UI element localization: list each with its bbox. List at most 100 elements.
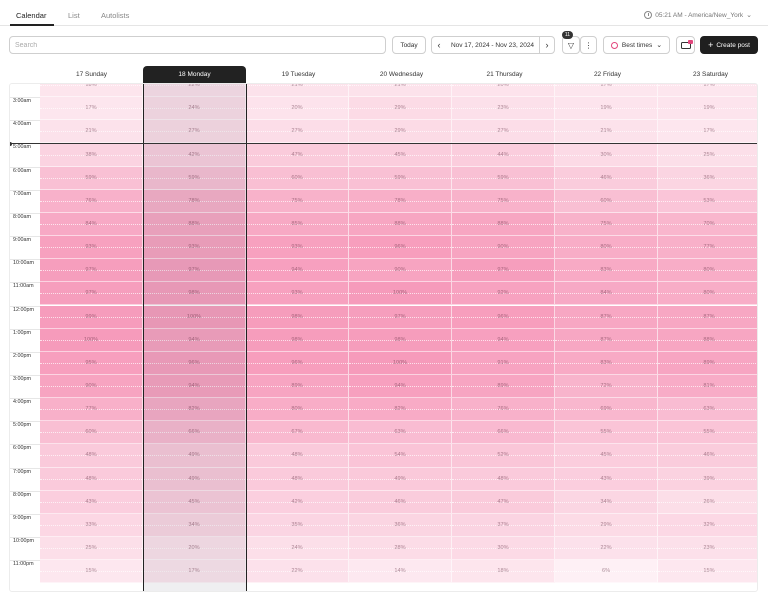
heatmap-cell[interactable]: 96% — [349, 236, 452, 260]
heatmap-cell[interactable]: 76% — [40, 189, 143, 213]
heatmap-cell[interactable]: 97% — [143, 259, 246, 283]
heatmap-cell[interactable]: 25% — [40, 537, 143, 561]
next-week-button[interactable]: › — [539, 36, 555, 54]
heatmap-cell[interactable]: 66% — [452, 421, 555, 445]
heatmap-cell[interactable]: 82% — [349, 398, 452, 422]
heatmap-cell[interactable]: 48% — [452, 467, 555, 491]
heatmap-cell[interactable]: 32% — [658, 513, 757, 537]
heatmap-cell[interactable]: 81% — [658, 374, 757, 399]
heatmap-cell[interactable]: 98% — [246, 328, 349, 352]
heatmap-cell[interactable]: 97% — [40, 282, 143, 306]
heatmap-cell[interactable]: 100% — [349, 351, 452, 375]
heatmap-cell[interactable]: 66% — [143, 421, 246, 445]
heatmap-cell[interactable]: 21% — [40, 120, 143, 144]
heatmap-cell[interactable]: 60% — [555, 189, 658, 213]
heatmap-cell[interactable]: 93% — [246, 282, 349, 306]
heatmap-cell[interactable]: 45% — [349, 143, 452, 167]
heatmap-cell[interactable]: 80% — [246, 398, 349, 422]
heatmap-cell[interactable]: 30% — [555, 143, 658, 167]
heatmap-cell[interactable]: 26% — [658, 490, 757, 514]
heatmap-cell[interactable]: 23% — [658, 537, 757, 561]
heatmap-cell[interactable]: 99% — [40, 305, 143, 329]
heatmap-cell[interactable]: 49% — [143, 444, 246, 468]
heatmap-cell[interactable]: 88% — [143, 212, 246, 237]
heatmap-cell[interactable]: 89% — [658, 351, 757, 375]
heatmap-cell[interactable]: 48% — [246, 467, 349, 491]
heatmap-cell[interactable]: 47% — [246, 143, 349, 167]
heatmap-cell[interactable]: 75% — [452, 189, 555, 213]
heatmap-cell[interactable]: 72% — [555, 374, 658, 399]
heatmap-cell[interactable]: 59% — [349, 166, 452, 190]
heatmap-cell[interactable]: 80% — [658, 282, 757, 306]
heatmap-cell[interactable]: 60% — [246, 166, 349, 190]
heatmap-cell[interactable]: 46% — [658, 444, 757, 468]
heatmap-cell[interactable]: 95% — [40, 351, 143, 375]
heatmap-cell[interactable]: 88% — [349, 212, 452, 237]
heatmap-cell[interactable]: 80% — [658, 259, 757, 283]
heatmap-cell[interactable]: 44% — [452, 143, 555, 167]
heatmap-cell[interactable]: 70% — [658, 212, 757, 237]
create-post-button[interactable]: + Create post — [700, 36, 758, 54]
heatmap-cell[interactable]: 17% — [658, 84, 757, 98]
heatmap-cell[interactable]: 100% — [40, 328, 143, 352]
heatmap-cell[interactable]: 17% — [143, 560, 246, 584]
heatmap-cell[interactable]: 78% — [349, 189, 452, 213]
heatmap-cell[interactable]: 21% — [246, 84, 349, 98]
heatmap-cell[interactable]: 22% — [246, 560, 349, 584]
heatmap-cell[interactable]: 76% — [452, 398, 555, 422]
heatmap-cell[interactable]: 96% — [143, 351, 246, 375]
heatmap-cell[interactable]: 69% — [555, 398, 658, 422]
heatmap-cell[interactable]: 98% — [143, 282, 246, 306]
heatmap-cell[interactable]: 27% — [246, 120, 349, 144]
heatmap-cell[interactable]: 29% — [349, 120, 452, 144]
heatmap-cell[interactable]: 87% — [555, 305, 658, 329]
date-range-label[interactable]: Nov 17, 2024 - Nov 23, 2024 — [446, 36, 539, 54]
tab-calendar[interactable]: Calendar — [16, 11, 47, 20]
heatmap-cell[interactable]: 59% — [143, 166, 246, 190]
heatmap-cell[interactable]: 24% — [246, 537, 349, 561]
heatmap-cell[interactable]: 42% — [143, 143, 246, 167]
best-times-dropdown[interactable]: Best times ⌄ — [603, 36, 670, 54]
heatmap-cell[interactable]: 63% — [349, 421, 452, 445]
heatmap-cell[interactable]: 38% — [40, 143, 143, 167]
heatmap-cell[interactable]: 25% — [658, 143, 757, 167]
heatmap-cell[interactable]: 94% — [452, 328, 555, 352]
heatmap-cell[interactable]: 55% — [658, 421, 757, 445]
heatmap-cell[interactable]: 43% — [555, 467, 658, 491]
heatmap-cell[interactable]: 67% — [246, 421, 349, 445]
day-header-4[interactable]: 21 Thursday — [486, 71, 523, 78]
heatmap-cell[interactable]: 97% — [349, 305, 452, 329]
heatmap-cell[interactable]: 34% — [143, 513, 246, 537]
heatmap-cell[interactable]: 83% — [555, 351, 658, 375]
heatmap-cell[interactable]: 19% — [658, 97, 757, 121]
heatmap-cell[interactable]: 49% — [349, 467, 452, 491]
day-header-1[interactable]: 18 Monday — [143, 66, 246, 83]
heatmap-cell[interactable]: 48% — [246, 444, 349, 468]
heatmap-cell[interactable]: 17% — [658, 120, 757, 144]
heatmap-cell[interactable]: 18% — [40, 84, 143, 98]
heatmap-cell[interactable]: 84% — [40, 212, 143, 237]
heatmap-cell[interactable]: 88% — [452, 212, 555, 237]
heatmap-cell[interactable]: 94% — [143, 328, 246, 352]
search-input[interactable] — [9, 36, 386, 54]
heatmap-cell[interactable]: 89% — [452, 374, 555, 399]
heatmap-cell[interactable]: 100% — [349, 282, 452, 306]
heatmap-cell[interactable]: 85% — [246, 212, 349, 237]
heatmap-cell[interactable]: 59% — [40, 166, 143, 190]
heatmap-cell[interactable]: 89% — [246, 374, 349, 399]
heatmap-cell[interactable]: 22% — [143, 84, 246, 98]
heatmap-cell[interactable]: 87% — [658, 305, 757, 329]
heatmap-cell[interactable]: 94% — [143, 374, 246, 399]
heatmap-cell[interactable]: 94% — [246, 259, 349, 283]
heatmap-cell[interactable]: 49% — [143, 467, 246, 491]
day-header-6[interactable]: 23 Saturday — [692, 71, 729, 78]
heatmap-cell[interactable]: 88% — [658, 328, 757, 352]
heatmap-cell[interactable]: 21% — [349, 84, 452, 98]
heatmap-cell[interactable]: 87% — [555, 328, 658, 352]
heatmap-cell[interactable]: 77% — [658, 236, 757, 260]
heatmap-cell[interactable]: 43% — [40, 490, 143, 514]
heatmap-cell[interactable]: 90% — [452, 236, 555, 260]
heatmap-cell[interactable]: 14% — [349, 560, 452, 584]
more-options-button[interactable]: ⋮ — [580, 36, 597, 54]
media-library-button[interactable] — [676, 36, 695, 54]
